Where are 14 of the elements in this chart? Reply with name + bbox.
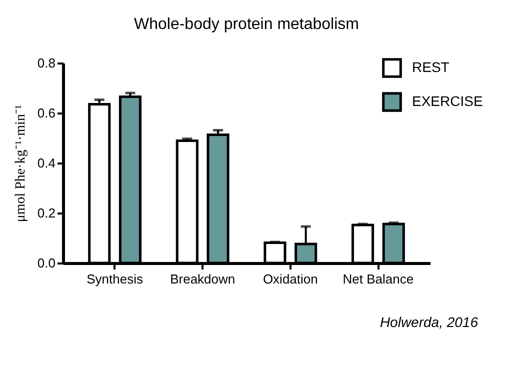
x-tick-label: Net Balance bbox=[342, 272, 414, 286]
y-tick-label: 0.0 bbox=[37, 256, 56, 270]
legend-label: EXERCISE bbox=[412, 93, 483, 109]
chart-title: Whole-body protein metabolism bbox=[134, 16, 359, 33]
x-tick-label: Oxidation bbox=[262, 272, 318, 286]
text: Holwerda, 2016 bbox=[378, 314, 478, 330]
y-tick-label: 0.8 bbox=[37, 56, 56, 70]
x-tick-label: Synthesis bbox=[86, 272, 144, 286]
y-tick-label: 0.2 bbox=[37, 206, 56, 220]
y-tick-label: 0.4 bbox=[37, 156, 56, 170]
legend-label: REST bbox=[412, 59, 450, 75]
y-tick-label: 0.6 bbox=[37, 106, 56, 120]
y-axis-title: μmol Phe·kg⁻¹·min⁻¹ bbox=[13, 104, 28, 222]
x-tick-label: Breakdown bbox=[170, 272, 236, 286]
